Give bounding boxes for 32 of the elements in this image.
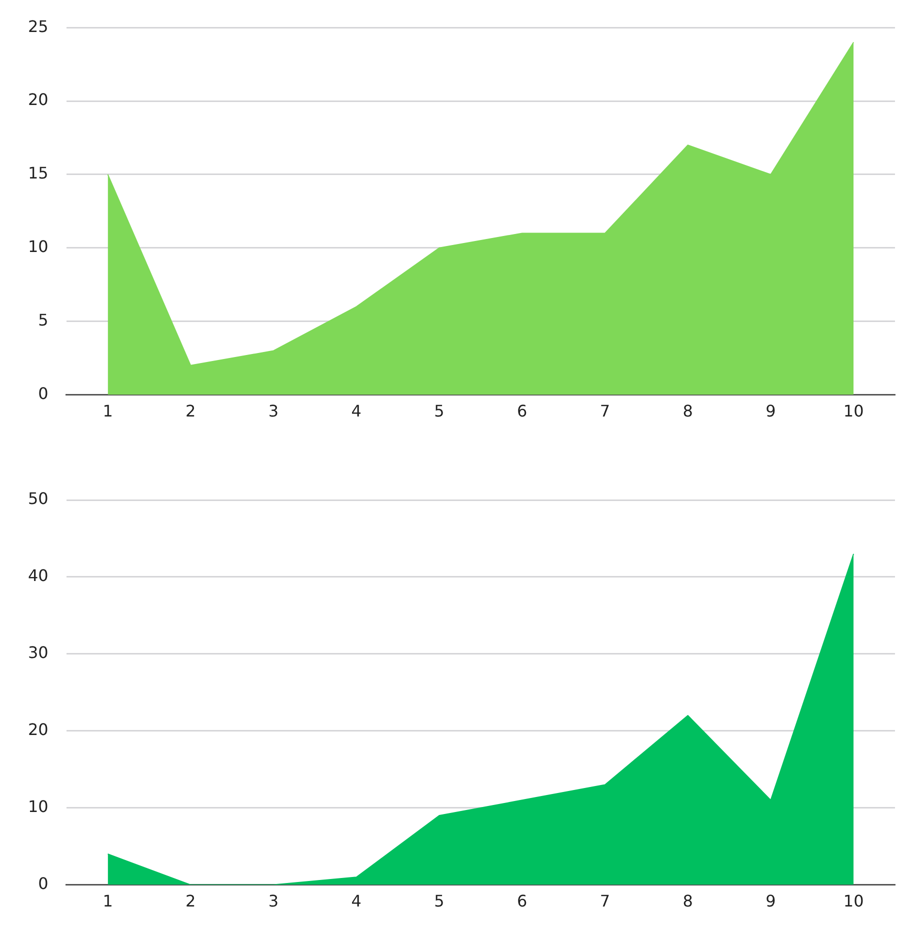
x-tick-label: 7 xyxy=(600,402,610,421)
y-tick-label: 10 xyxy=(28,796,48,816)
x-tick-label: 5 xyxy=(434,892,444,911)
x-tick-label: 2 xyxy=(186,892,196,911)
x-tick-label: 3 xyxy=(268,402,279,421)
y-tick-label: 0 xyxy=(38,874,48,893)
x-tick-label: 8 xyxy=(682,892,693,911)
y-tick-label: 20 xyxy=(28,720,48,740)
x-tick-label: 9 xyxy=(766,402,776,421)
y-tick-label: 0 xyxy=(38,384,48,403)
x-tick-label: 9 xyxy=(766,892,776,911)
x-tick-label: 8 xyxy=(682,402,693,421)
x-tick-label: 10 xyxy=(843,402,864,421)
x-tick-label: 3 xyxy=(268,892,279,911)
x-tick-label: 2 xyxy=(186,402,196,421)
y-tick-label: 5 xyxy=(38,310,48,330)
x-tick-label: 4 xyxy=(351,402,362,421)
x-tick-label: 5 xyxy=(434,402,444,421)
y-tick-label: 50 xyxy=(28,489,48,508)
y-tick-label: 10 xyxy=(28,237,48,256)
x-tick-label: 10 xyxy=(843,892,864,911)
x-tick-label: 6 xyxy=(517,892,528,911)
x-tick-label: 1 xyxy=(102,892,113,911)
y-tick-label: 30 xyxy=(28,643,48,662)
x-tick-label: 7 xyxy=(600,892,610,911)
y-tick-label: 40 xyxy=(28,566,48,586)
y-tick-label: 25 xyxy=(28,16,48,36)
x-tick-label: 1 xyxy=(102,402,113,421)
x-tick-label: 4 xyxy=(351,892,362,911)
y-tick-label: 20 xyxy=(28,90,48,110)
x-tick-label: 6 xyxy=(517,402,528,421)
y-tick-label: 15 xyxy=(28,164,48,183)
